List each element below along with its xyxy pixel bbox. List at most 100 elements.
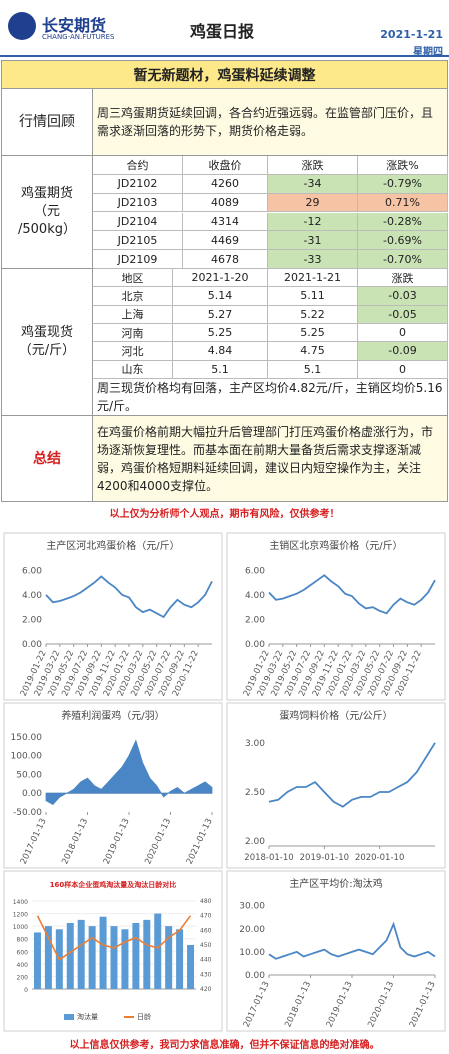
- table-cell: 4.75: [268, 342, 358, 361]
- headline: 暂无新题材，鸡蛋料延续调整: [1, 60, 448, 89]
- y-tick-label: 0.00: [245, 971, 265, 981]
- table-cell: 0: [358, 324, 448, 343]
- series-line: [45, 575, 213, 619]
- chart-title: 蛋鸡饲料价格（元/公斤）: [279, 709, 392, 722]
- y-tick-label: 100.00: [11, 752, 43, 762]
- y-tick-label: 4.00: [22, 591, 42, 601]
- bar: [66, 923, 74, 989]
- y2-tick-label: 440: [200, 957, 212, 964]
- table-cell: JD2103: [93, 193, 183, 213]
- table-cell: JD2104: [93, 212, 183, 232]
- chart-panel: [226, 532, 446, 701]
- table-cell: 4089: [183, 193, 268, 213]
- column-header: 涨跌: [268, 156, 358, 175]
- weekday: 星期四: [413, 47, 443, 58]
- section-label: 行情回顾: [1, 89, 93, 156]
- bar: [99, 916, 107, 989]
- section-label: 鸡蛋期货 （元/500kg）: [1, 156, 93, 269]
- summary-text: 在鸡蛋价格前期大幅拉升后管理部门打压鸡蛋价格虚涨行为，市场逐渐恢复理性。而基本面…: [93, 416, 448, 502]
- bar: [187, 945, 195, 989]
- y-tick-label: 200: [17, 974, 29, 981]
- bar: [154, 913, 162, 989]
- label-line: （元: [33, 204, 60, 219]
- table-cell: -0.69%: [358, 231, 448, 251]
- y-tick-label: 6.00: [245, 566, 265, 576]
- y-tick-label: 50.00: [16, 770, 42, 780]
- x-tick-label: 2019-01-10: [300, 853, 349, 863]
- bar: [33, 932, 41, 989]
- table-cell: -0.28%: [358, 212, 448, 232]
- table-cell: 5.25: [173, 324, 268, 343]
- area: [45, 739, 213, 806]
- table-cell: 0.71%: [358, 193, 448, 213]
- y-tick-label: 800: [17, 937, 29, 944]
- disclaimer: 以上仅为分析师个人观点，期市有风险，仅供参考！: [109, 509, 340, 520]
- legend-label: 淘汰量: [77, 1012, 98, 1021]
- table-cell: -0.79%: [358, 174, 448, 194]
- y-tick-label: 3.00: [245, 739, 265, 749]
- table-cell: JD2109: [93, 250, 183, 269]
- y-tick-label: 2.00: [245, 837, 265, 847]
- y-tick-label: 20.00: [239, 925, 265, 935]
- y-tick-label: 2.50: [245, 788, 265, 798]
- table-cell: -0.05: [358, 305, 448, 324]
- chart-title: 160样本企业蛋鸡淘汰量及淘汰日龄对比: [50, 880, 177, 889]
- table-cell: -31: [268, 231, 358, 251]
- y-tick-label: 2.00: [22, 615, 42, 625]
- spot-note: 周三现货价格均有回落，主产区均价4.82元/斤，主销区均价5.16元/斤。: [93, 379, 448, 416]
- header-rule: [0, 55, 449, 57]
- column-header: 2021-1-20: [173, 269, 268, 288]
- section-label: 总结: [1, 416, 93, 502]
- y-tick-label: -50.00: [13, 808, 42, 818]
- y-tick-label: 4.00: [245, 591, 265, 601]
- logo-icon: [8, 12, 36, 40]
- futures-table: 合约 收盘价 涨跌 涨跌% JD2102 4260 -34 -0.79% JD2103 4089 2…: [93, 156, 448, 269]
- y2-tick-label: 460: [200, 927, 212, 934]
- table-cell: 河南: [93, 324, 173, 343]
- y-tick-label: 30.00: [239, 902, 265, 912]
- y-tick-label: 150.00: [11, 733, 43, 743]
- y-tick-label: 0.00: [22, 640, 42, 650]
- chart-title: 主产区河北鸡蛋价格（元/斤）: [46, 539, 179, 552]
- x-tick-label: 2020-01-10: [355, 853, 404, 863]
- bar: [165, 926, 173, 989]
- y-tick-label: 2.00: [245, 615, 265, 625]
- column-header: 2021-1-21: [268, 269, 358, 288]
- table-cell: -33: [268, 250, 358, 269]
- label-line: 鸡蛋现货: [20, 325, 73, 340]
- table-cell: -12: [268, 212, 358, 232]
- label-line: 鸡蛋期货: [20, 186, 73, 201]
- date: 2021-1-21: [380, 28, 443, 41]
- column-header: 地区: [93, 269, 173, 288]
- table-cell: 北京: [93, 287, 173, 306]
- company-en: CHANG-AN.FUTURES: [42, 33, 115, 41]
- series-line: [268, 742, 436, 808]
- series-line: [36, 915, 192, 961]
- y-tick-label: 1000: [13, 924, 28, 931]
- section-label: 鸡蛋现货 （元/斤）: [1, 269, 93, 416]
- bar: [121, 929, 129, 989]
- y-tick-label: 0.00: [22, 789, 42, 799]
- y-tick-label: 6.00: [22, 566, 42, 576]
- label-line: （元/斤）: [18, 343, 76, 358]
- column-header: 合约: [93, 156, 183, 175]
- y-tick-label: 400: [17, 962, 29, 969]
- table-cell: 山东: [93, 360, 173, 379]
- review-text: 周三鸡蛋期货延续回调，各合约近强远弱。在监管部门压价，且需求逐渐回落的形势下，期…: [93, 89, 448, 156]
- y-tick-label: 600: [17, 949, 29, 956]
- y-tick-label: 1400: [13, 899, 28, 906]
- y2-tick-label: 420: [200, 986, 212, 993]
- table-cell: 5.1: [268, 360, 358, 379]
- bar: [176, 929, 184, 989]
- legend-label: 日龄: [137, 1012, 151, 1021]
- report-title: 鸡蛋日报: [190, 22, 255, 41]
- chart-title: 主销区北京鸡蛋价格（元/斤）: [269, 539, 402, 552]
- label-line: /500kg）: [18, 222, 76, 237]
- y-tick-label: 0.00: [245, 640, 265, 650]
- bar: [143, 919, 151, 989]
- spot-table: 地区 2021-1-20 2021-1-21 涨跌 北京 5.14 5.11 -0.03 上海 5…: [93, 269, 448, 379]
- y-tick-label: 10.00: [239, 948, 265, 958]
- legend-swatch: [64, 1014, 74, 1020]
- table-cell: 上海: [93, 305, 173, 324]
- table-cell: 5.14: [173, 287, 268, 306]
